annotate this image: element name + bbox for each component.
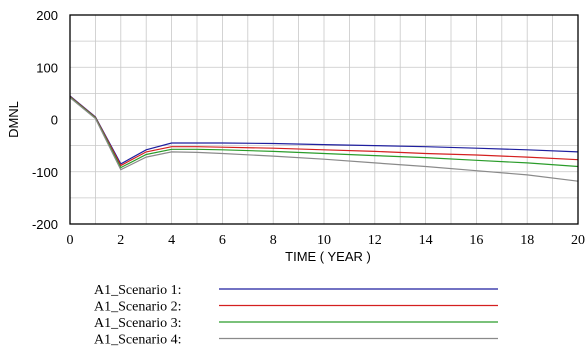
y-tick-label: 200	[36, 8, 58, 23]
y-tick-label: 0	[51, 113, 58, 128]
legend: A1_Scenario 1:A1_Scenario 2:A1_Scenario …	[94, 283, 498, 348]
x-tick-label: 18	[520, 233, 534, 248]
x-tick-label: 20	[571, 233, 585, 248]
x-tick-label: 12	[368, 233, 382, 248]
x-tick-label: 2	[117, 233, 124, 248]
legend-label-4: A1_Scenario 4:	[94, 333, 181, 348]
series-line-4	[69, 97, 579, 182]
series-lines	[69, 95, 579, 182]
x-tick-label: 0	[67, 233, 74, 248]
x-tick-label: 6	[219, 233, 226, 248]
y-tick-label: -200	[32, 217, 58, 232]
grid	[69, 14, 579, 225]
plot-frame	[69, 14, 579, 225]
x-tick-label: 4	[168, 233, 175, 248]
x-tick-label: 8	[270, 233, 277, 248]
x-tick-labels: 0 2 4 6 8 10 12 14 16 18 20	[67, 233, 586, 248]
legend-label-2: A1_Scenario 2:	[94, 300, 181, 315]
y-tick-label: 100	[36, 60, 58, 75]
x-tick-label: 10	[317, 233, 331, 248]
y-axis-title: DMNL	[6, 101, 21, 138]
x-tick-label: 14	[419, 233, 433, 248]
series-line-2	[69, 96, 579, 167]
legend-label-1: A1_Scenario 1:	[94, 283, 181, 298]
y-tick-label: -100	[32, 165, 58, 180]
x-tick-label: 16	[469, 233, 483, 248]
series-line-3	[69, 96, 579, 169]
x-axis-title: TIME ( YEAR )	[285, 249, 371, 264]
y-tick-labels: 200 100 0 -100 -200	[32, 8, 58, 232]
legend-label-3: A1_Scenario 3:	[94, 316, 181, 331]
series-line-1	[69, 95, 579, 165]
